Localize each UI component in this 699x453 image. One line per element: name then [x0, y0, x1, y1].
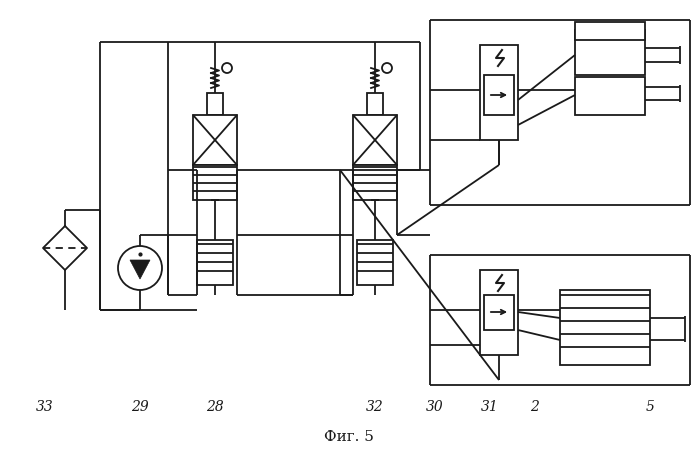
Text: 31: 31 — [481, 400, 499, 414]
Bar — [353, 165, 397, 200]
Text: 5: 5 — [646, 400, 654, 414]
Bar — [357, 240, 393, 285]
Bar — [193, 165, 237, 200]
Bar — [367, 93, 383, 115]
Bar — [484, 295, 514, 330]
Text: 30: 30 — [426, 400, 444, 414]
Text: 33: 33 — [36, 400, 54, 414]
Bar — [480, 45, 518, 140]
Text: 29: 29 — [131, 400, 149, 414]
Bar — [575, 22, 645, 40]
Text: 2: 2 — [531, 400, 540, 414]
Polygon shape — [130, 260, 150, 279]
Text: Фиг. 5: Фиг. 5 — [324, 430, 374, 444]
Bar — [193, 115, 237, 165]
Bar — [353, 115, 397, 165]
Bar — [480, 270, 518, 355]
Text: 28: 28 — [206, 400, 224, 414]
Text: 32: 32 — [366, 400, 384, 414]
Bar — [484, 75, 514, 115]
Bar — [197, 240, 233, 285]
Bar — [207, 93, 223, 115]
Bar — [575, 77, 645, 115]
Bar — [575, 30, 645, 75]
Bar — [560, 290, 650, 365]
